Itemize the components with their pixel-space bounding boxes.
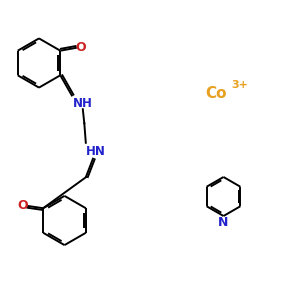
Text: NH: NH <box>73 97 93 110</box>
Text: O: O <box>17 199 28 212</box>
Text: Co: Co <box>206 85 227 100</box>
Text: N: N <box>218 216 229 229</box>
Text: HN: HN <box>86 145 106 158</box>
Text: 3+: 3+ <box>231 80 248 91</box>
Text: O: O <box>75 41 86 54</box>
